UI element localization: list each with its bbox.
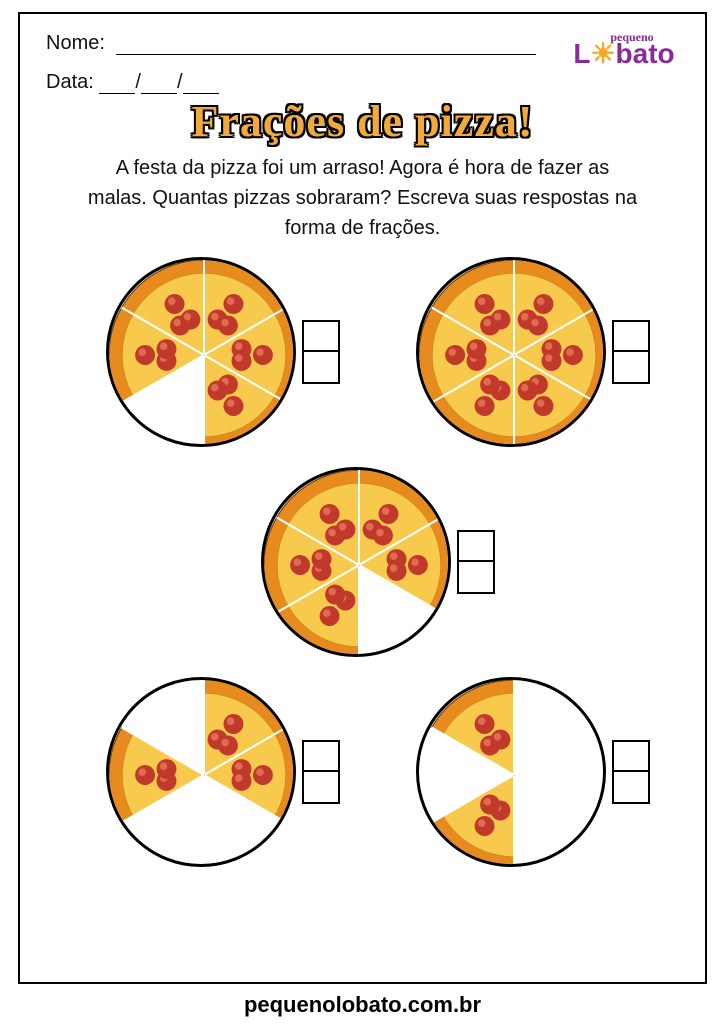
denominator-cell[interactable] [304,772,338,802]
denominator-cell[interactable] [304,352,338,382]
pizza-2 [416,257,650,447]
logo: pequeno L☀bato [569,32,679,66]
numerator-cell[interactable] [614,742,648,772]
pizza-4 [106,677,340,867]
worksheet-title: Frações de pizza! [46,96,679,147]
logo-letter-l: L [573,38,590,69]
pizza-1 [106,257,340,447]
numerator-cell[interactable] [614,322,648,352]
denominator-cell[interactable] [614,352,648,382]
denominator-cell[interactable] [614,772,648,802]
date-month-blank[interactable] [141,76,177,94]
fraction-answer-box[interactable] [302,740,340,804]
pizza-plate [416,257,606,447]
header-row: Nome: Data: // pequeno L☀bato [46,32,679,94]
name-label: Nome: [46,32,105,54]
instructions-text: A festa da pizza foi um arraso! Agora é … [84,153,641,243]
fraction-answer-box[interactable] [612,740,650,804]
date-day-blank[interactable] [99,76,135,94]
date-label: Data: [46,71,94,93]
numerator-cell[interactable] [304,742,338,772]
footer-url: pequenolobato.com.br [0,992,725,1018]
sun-icon: ☀ [590,38,615,69]
pizza-plate [106,257,296,447]
pizza-plate [106,677,296,867]
fraction-answer-box[interactable] [302,320,340,384]
name-blank[interactable] [116,37,536,55]
fraction-answer-box[interactable] [612,320,650,384]
pizza-3 [261,467,495,657]
pizzas-area [46,257,679,897]
name-date-block: Nome: Data: // [46,32,569,94]
logo-letters-rest: bato [616,38,675,69]
worksheet-page: Nome: Data: // pequeno L☀bato Frações de… [18,12,707,984]
name-field[interactable]: Nome: [46,32,569,55]
date-field[interactable]: Data: // [46,71,569,94]
numerator-cell[interactable] [459,532,493,562]
fraction-answer-box[interactable] [457,530,495,594]
date-year-blank[interactable] [183,76,219,94]
pizza-plate [261,467,451,657]
denominator-cell[interactable] [459,562,493,592]
pizza-5 [416,677,650,867]
pizza-plate [416,677,606,867]
logo-main-text: L☀bato [573,38,674,69]
numerator-cell[interactable] [304,322,338,352]
